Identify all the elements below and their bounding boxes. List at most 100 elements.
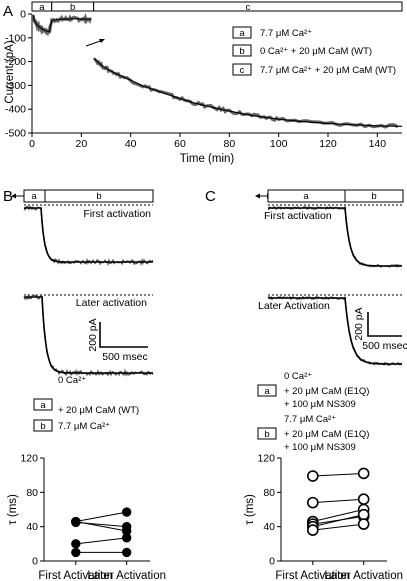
panel-b-first-fit [24, 207, 153, 263]
panel-a-y-tick-label: 0 [20, 9, 26, 21]
legend-a-box-label: a [239, 28, 245, 39]
panel-a-epoch-bar: a b c [31, 1, 403, 13]
panel-a-y-tick-label: -500 [5, 128, 26, 140]
panel-a-series-0-fit [32, 15, 92, 33]
panel-c-legend-a-line1: 0 Ca²⁺ [284, 371, 312, 382]
panel-a-y-tick-label: -300 [5, 80, 26, 92]
panel-c-arrowhead-left [255, 193, 260, 199]
panel-c-tau-y-tick-label: 80 [263, 487, 275, 499]
panel-c-tau-pair-line [312, 498, 364, 504]
panel-c-legend-b-line3: + 100 μM NS309 [284, 442, 356, 453]
panel-b-legend-b-box-label: b [40, 421, 45, 432]
panel-c-epoch-b [344, 189, 404, 203]
panel-c-first-fit [268, 207, 402, 267]
panel-c-legend-a-line2: + 20 μM CaM (E1Q) [284, 386, 369, 397]
panel-c-tau-y-tick-label: 0 [269, 556, 275, 568]
panel-b-first-activation-label: First activation [83, 208, 151, 220]
legend-c-text: 7.7 μM Ca²⁺ + 20 μM CaM (WT) [260, 65, 396, 76]
panel-a-arrowhead [99, 39, 105, 43]
epoch-label-c: c [245, 2, 250, 13]
panel-b-later-fit [24, 296, 153, 374]
panel-c-tau-pair-line [312, 523, 364, 531]
epoch-box-c [93, 1, 403, 12]
panel-b-legend-a-line2: + 20 μM CaM (WT) [58, 405, 139, 416]
panel-c-legend-b-box [257, 427, 277, 440]
panel-b-legend-a-line1: 0 Ca²⁺ [58, 375, 86, 386]
panel-c-tau-point [357, 518, 370, 530]
panel-c-legend-a-line3: + 100 μM NS309 [284, 399, 356, 410]
panel-label-a: A [3, 3, 13, 20]
legend-a-text: 7.7 μM Ca²⁺ [260, 28, 312, 39]
panel-c-traces: a b First activation Later Activation 20… [255, 189, 407, 453]
panel-b-tau-pair-line [75, 511, 127, 523]
panel-c-tau-point [306, 496, 319, 509]
panel-b-tau-pair-line [75, 537, 127, 545]
panel-b-tau-point [121, 507, 132, 517]
panel-c-tau-pair-line [312, 514, 364, 528]
panel-b-legend-a-box-label: a [40, 400, 46, 411]
epoch-label-a: a [39, 2, 45, 13]
panel-c-first-activation-label: First activation [264, 210, 332, 222]
legend-c-box-label: c [240, 65, 245, 76]
panel-c-scale-x-label: 500 msec [362, 340, 407, 352]
panel-a-series-1-fit [93, 57, 403, 127]
panel-a-y-tick-label: -100 [5, 32, 26, 44]
panel-c-tau-y-tick-label: 40 [263, 521, 275, 533]
panel-c-tau-y-tick-label: 120 [257, 453, 275, 465]
panel-b-legend-a-box [33, 398, 53, 411]
panel-c-later-fit [268, 297, 402, 365]
panel-b-epoch-b-label: b [96, 191, 101, 202]
panel-b-legend: 0 Ca²⁺ a + 20 μM CaM (WT) b 7.7 μM Ca²⁺ [33, 375, 139, 432]
panel-a-x-axis-label: Time (min) [180, 153, 235, 165]
panel-c-scale-y-label: 200 pA [353, 307, 365, 340]
panel-a-x-tick-label: 120 [319, 138, 337, 150]
panel-a-x-tick-label: 100 [270, 138, 288, 150]
panel-label-b: B [3, 188, 13, 205]
panel-c-tau-pair-line [312, 472, 364, 477]
panel-b-tau-point [71, 539, 81, 549]
panel-b-arrowhead-left [11, 193, 16, 199]
panel-b-later-activation-label: Later activation [76, 297, 147, 309]
panel-c-scale-bar [367, 312, 402, 337]
panel-c-tau-point [306, 470, 319, 482]
panel-c-epoch-a-label: a [303, 191, 309, 202]
legend-c-box [232, 63, 252, 76]
panel-c-legend-b-line1: 7.7 μM Ca²⁺ [284, 414, 336, 425]
panel-b-tau-y-tick-label: 80 [26, 487, 38, 499]
panel-b-traces: a b First activation Later activation 20… [11, 189, 154, 432]
panel-b-scale-x-label: 500 msec [102, 351, 148, 363]
panel-b-tau-point [121, 547, 132, 558]
panel-b-tau-point [71, 547, 81, 558]
panel-b-scale-bar [99, 322, 148, 348]
panel-label-c: C [205, 188, 216, 205]
panel-c-legend-b-line2: + 20 μM CaM (E1Q) [284, 429, 369, 440]
panel-c-tau-x-tick-label: Later Activation [324, 570, 403, 581]
legend-b-box [232, 44, 252, 57]
panel-b-tau-pair-line [75, 521, 127, 532]
panel-b-legend-b-box [33, 419, 53, 432]
panel-a-x-tick-label: 80 [223, 138, 235, 150]
panel-a-series-0-trace [31, 12, 92, 37]
panel-c-legend: 0 Ca²⁺ a + 20 μM CaM (E1Q) + 100 μM NS30… [257, 371, 369, 453]
epoch-label-b: b [70, 2, 75, 13]
panel-b-tau-y-axis-label: τ (ms) [7, 494, 19, 525]
panel-b-tau-x-tick-label: Later Activation [87, 570, 166, 581]
panel-b-epoch-a-label: a [31, 191, 37, 202]
panel-a-x-tick-label: 40 [125, 138, 137, 150]
panel-a-y-tick-label: -200 [5, 56, 26, 68]
panel-b-tau-y-tick-label: 40 [26, 521, 38, 533]
panel-c-legend-a-box-label: a [264, 386, 270, 397]
panel-a-x-tick-label: 60 [174, 138, 186, 150]
panel-c-tau-point [357, 508, 370, 521]
panel-c-later-activation-label: Later Activation [258, 300, 330, 312]
panel-a-x-tick-label: 140 [369, 138, 387, 150]
panel-c-legend-b-box-label: b [264, 429, 269, 440]
panel-b-tau-point [121, 533, 132, 543]
panel-a-data [31, 12, 403, 129]
panel-c-tau-point [357, 493, 370, 506]
panel-c-epoch-b-label: b [371, 191, 376, 202]
